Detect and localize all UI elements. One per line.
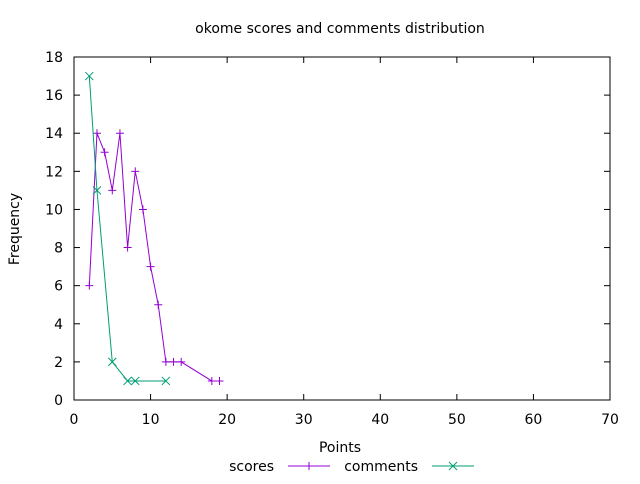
x-tick-label: 60 <box>525 412 543 428</box>
data-point-scores <box>146 262 155 271</box>
series-comments <box>84 71 171 386</box>
y-tick-label: 14 <box>45 126 63 142</box>
series-line-comments <box>88 76 166 382</box>
data-point-comments <box>92 186 102 195</box>
y-axis-label: Frequency <box>7 193 23 265</box>
legend: scores comments <box>229 459 474 475</box>
data-point-scores <box>207 376 216 385</box>
series-layer <box>84 71 224 386</box>
y-axis: 0 2 4 6 8 10 12 14 16 18 <box>45 50 610 409</box>
y-tick-label: 18 <box>45 50 63 66</box>
x-tick-label: 20 <box>218 412 236 428</box>
y-tick-label: 10 <box>45 202 63 218</box>
y-tick-label: 6 <box>54 279 63 295</box>
data-point-scores <box>100 148 109 157</box>
y-tick-label: 16 <box>45 88 63 104</box>
chart-title: okome scores and comments distribution <box>195 21 485 37</box>
data-point-scores <box>215 376 224 385</box>
data-point-comments <box>84 71 94 81</box>
data-point-scores <box>92 129 101 138</box>
data-point-scores <box>161 357 170 366</box>
legend-label-scores: scores <box>229 459 274 475</box>
x-axis: 0 10 20 30 40 50 60 70 <box>70 57 619 428</box>
data-point-scores <box>177 357 186 366</box>
legend-marker-comments <box>448 461 458 471</box>
y-tick-label: 8 <box>54 241 63 257</box>
data-point-scores <box>108 186 117 195</box>
series-line-scores <box>88 133 220 382</box>
legend-marker-scores <box>305 462 313 470</box>
data-point-comments <box>123 376 132 386</box>
plot-area-border <box>73 56 611 401</box>
x-tick-label: 0 <box>70 412 79 428</box>
data-point-scores <box>115 129 124 138</box>
data-point-scores <box>138 205 147 214</box>
legend-label-comments: comments <box>344 459 418 475</box>
x-tick-label: 10 <box>142 412 160 428</box>
x-axis-label: Points <box>319 440 361 456</box>
y-tick-label: 4 <box>54 317 63 333</box>
data-point-comments <box>107 357 117 367</box>
data-point-scores <box>154 300 163 309</box>
data-point-scores <box>123 243 132 252</box>
x-tick-label: 70 <box>601 412 619 428</box>
data-point-scores <box>131 167 140 176</box>
data-point-scores <box>85 281 94 290</box>
series-scores <box>85 129 224 385</box>
x-tick-label: 30 <box>295 412 313 428</box>
y-tick-label: 2 <box>54 355 63 371</box>
data-point-comments <box>130 376 140 386</box>
x-tick-label: 40 <box>371 412 389 428</box>
y-tick-label: 0 <box>54 393 63 409</box>
x-tick-label: 50 <box>448 412 466 428</box>
y-tick-label: 12 <box>45 164 63 180</box>
data-point-scores <box>169 357 178 366</box>
data-point-comments <box>161 376 171 386</box>
